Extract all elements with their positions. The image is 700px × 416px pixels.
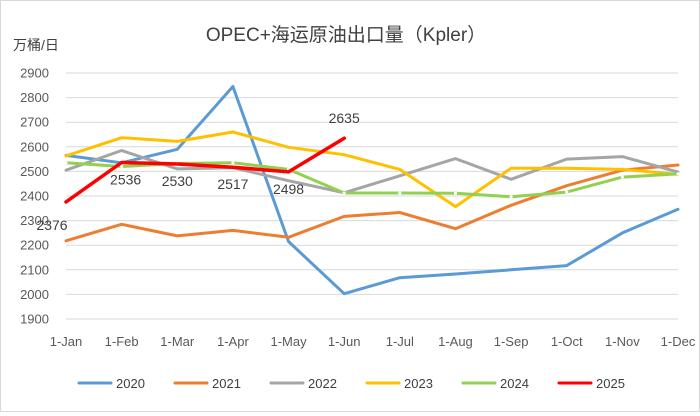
series-point-2024 xyxy=(64,161,68,165)
data-label: 2498 xyxy=(273,181,304,197)
x-tick-label: 1-Feb xyxy=(105,334,139,349)
data-label: 2635 xyxy=(329,110,360,126)
series-lines xyxy=(64,85,680,296)
y-tick-label: 2500 xyxy=(20,164,49,179)
series-point-2024 xyxy=(398,191,402,195)
y-tick-label: 2100 xyxy=(20,262,49,277)
y-axis-ticks: 1900 2000 2100 2200 2300 2400 2500 2600 2700 2800… xyxy=(20,66,49,327)
y-tick-label: 2900 xyxy=(20,66,49,81)
legend-label-2021: 2021 xyxy=(212,376,241,391)
series-point-2024 xyxy=(231,161,235,165)
series-line-2022 xyxy=(64,149,680,195)
y-tick-label: 2400 xyxy=(20,189,49,204)
y-axis-unit: 万桶/日 xyxy=(13,37,59,53)
legend-label-2022: 2022 xyxy=(308,376,337,391)
x-tick-label: 1-Aug xyxy=(438,334,473,349)
series-point-2024 xyxy=(565,190,569,194)
x-tick-label: 1-Jul xyxy=(386,334,414,349)
y-tick-label: 2000 xyxy=(20,287,49,302)
x-tick-label: 1-May xyxy=(270,334,307,349)
series-line-2023 xyxy=(64,130,680,209)
series-line-2020 xyxy=(64,85,680,296)
grid-lines xyxy=(66,72,678,320)
x-tick-label: 1-Oct xyxy=(551,334,583,349)
data-label: 2517 xyxy=(217,176,248,192)
series-point-2024 xyxy=(509,195,513,199)
series-point-2024 xyxy=(342,191,346,195)
y-tick-label: 2600 xyxy=(20,139,49,154)
series-line-2021 xyxy=(64,163,680,243)
legend-label-2020: 2020 xyxy=(116,376,145,391)
legend-label-2024: 2024 xyxy=(500,376,529,391)
x-tick-label: 1-Mar xyxy=(160,334,195,349)
y-tick-label: 1900 xyxy=(20,312,49,327)
x-tick-label: 1-Dec xyxy=(661,334,696,349)
series-point-2024 xyxy=(120,164,124,169)
x-axis-ticks: 1-Jan 1-Feb 1-Mar 1-Apr 1-May 1-Jun 1-Jul 1-Aug… xyxy=(50,334,696,349)
series-point-2024 xyxy=(676,172,680,176)
data-label: 2376 xyxy=(36,217,67,233)
x-tick-label: 1-Apr xyxy=(217,334,249,349)
series-point-2024 xyxy=(620,175,624,179)
x-tick-label: 1-Nov xyxy=(605,334,640,349)
x-tick-label: 1-Jun xyxy=(328,334,361,349)
y-tick-label: 2800 xyxy=(20,90,49,105)
y-tick-label: 2700 xyxy=(20,115,49,130)
series-line-2025 xyxy=(64,136,346,204)
data-labels: 2376 2536 2530 2517 2498 2635 xyxy=(36,110,360,233)
data-label: 2536 xyxy=(110,172,141,188)
data-label: 2530 xyxy=(162,173,193,189)
x-tick-label: 1-Sep xyxy=(494,334,529,349)
x-tick-label: 1-Jan xyxy=(50,334,83,349)
legend-label-2023: 2023 xyxy=(404,376,433,391)
chart-title: OPEC+海运原油出口量（Kpler） xyxy=(206,24,486,46)
y-tick-label: 2200 xyxy=(20,238,49,253)
legend-label-2025: 2025 xyxy=(596,376,625,391)
series-point-2024 xyxy=(453,191,458,195)
legend: 2020 2021 2022 2023 2024 2025 xyxy=(77,376,625,391)
y-tick-label: 2300 xyxy=(20,213,49,228)
